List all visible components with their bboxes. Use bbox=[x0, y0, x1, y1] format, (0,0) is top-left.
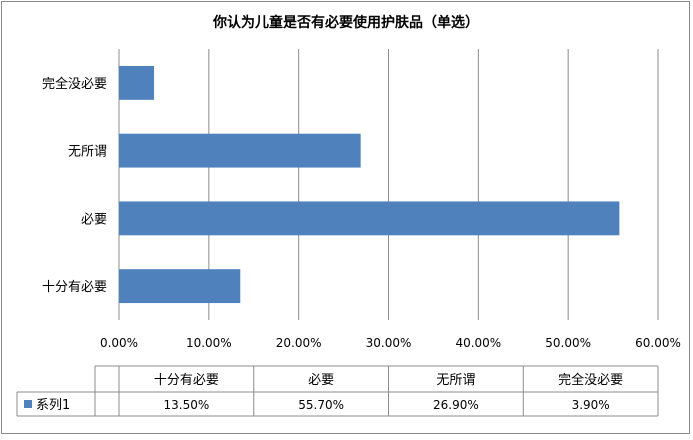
bar bbox=[119, 269, 241, 304]
bars bbox=[119, 65, 620, 304]
bar bbox=[119, 65, 155, 100]
table-value-cell: 3.90% bbox=[572, 398, 610, 412]
category-labels: 十分有必要 必要 无所谓 完全没必要 bbox=[42, 76, 107, 295]
table-value-cell: 13.50% bbox=[163, 398, 209, 412]
chart-title: 你认为儿童是否有必要使用护肤品（单选） bbox=[212, 14, 479, 31]
table-header-cell: 无所谓 bbox=[436, 373, 475, 388]
x-tick-label: 0.00% bbox=[100, 336, 138, 350]
bar bbox=[119, 201, 620, 236]
series-name: 系列1 bbox=[36, 398, 70, 413]
category-label: 十分有必要 bbox=[42, 280, 107, 295]
category-label: 完全没必要 bbox=[42, 76, 107, 92]
bar bbox=[119, 133, 361, 168]
legend-swatch bbox=[24, 400, 32, 408]
category-label: 必要 bbox=[81, 212, 107, 227]
table-value-cell: 55.70% bbox=[298, 398, 344, 412]
table-header-cell: 必要 bbox=[308, 373, 334, 388]
x-tick-label: 20.00% bbox=[276, 336, 322, 350]
data-table: 十分有必要 13.50% 必要 55.70% 无所谓 26.90% 完全没必要 3.90% 系列… bbox=[16, 365, 659, 417]
category-label: 无所谓 bbox=[68, 145, 107, 160]
table-header-cell: 完全没必要 bbox=[558, 372, 623, 388]
x-tick-label: 30.00% bbox=[366, 336, 412, 350]
table-value-cell: 26.90% bbox=[433, 398, 479, 412]
x-tick-label: 40.00% bbox=[455, 336, 501, 350]
table-header-cell: 十分有必要 bbox=[154, 373, 219, 388]
gridlines bbox=[118, 49, 659, 320]
x-tick-label: 60.00% bbox=[635, 336, 681, 350]
x-tick-labels: 0.00% 10.00% 20.00% 30.00% 40.00% 50.00% 60.00… bbox=[100, 336, 681, 350]
chart-frame: 你认为儿童是否有必要使用护肤品（单选） 十分有必要 必要 无所谓 完全没必要 0.00… bbox=[1, 1, 690, 434]
x-tick-label: 10.00% bbox=[186, 336, 232, 350]
x-tick-label: 50.00% bbox=[545, 336, 591, 350]
